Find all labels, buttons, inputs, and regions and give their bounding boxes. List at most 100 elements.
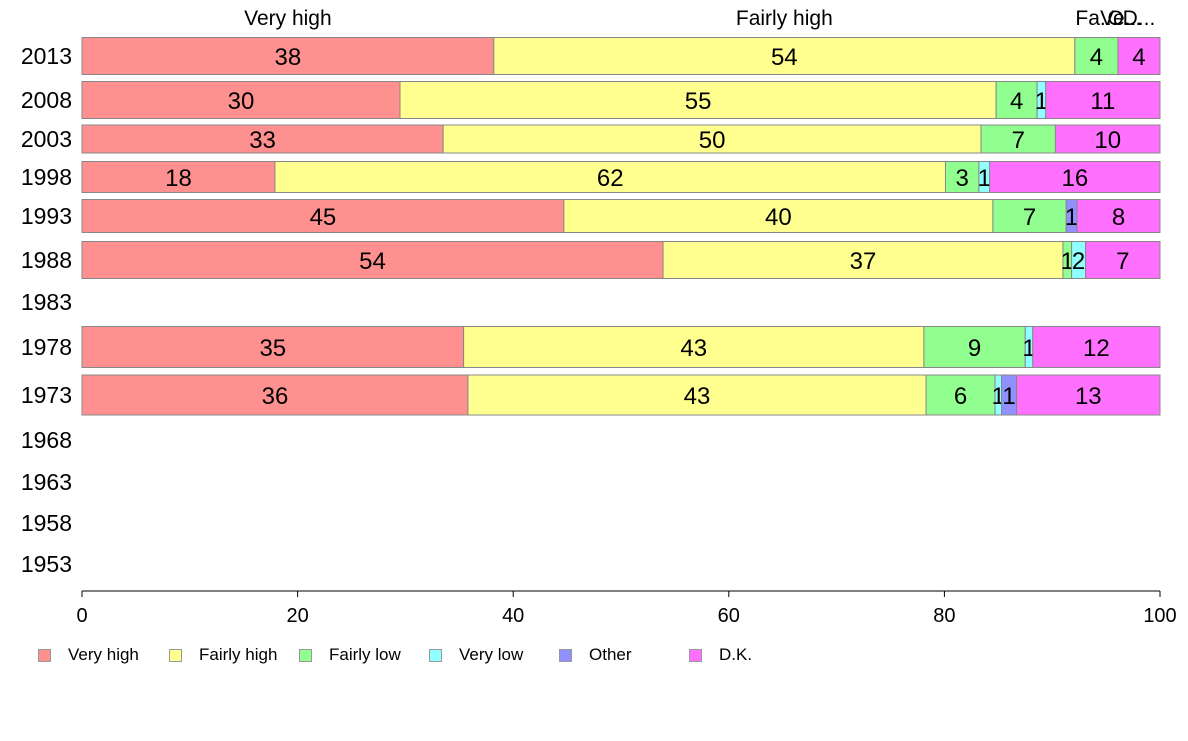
data-label: 1 — [978, 165, 991, 192]
data-label: 55 — [685, 88, 712, 115]
bar-segment — [81, 124, 444, 154]
series-top-label: Very high — [244, 7, 332, 30]
legend-label: Very low — [459, 645, 524, 664]
legend-swatch — [169, 648, 182, 662]
bar-segment — [81, 374, 469, 416]
bar-segment — [1045, 81, 1161, 119]
legend-label: Very high — [68, 645, 139, 664]
legend-item: Other — [559, 644, 632, 666]
year-label: 1998 — [21, 164, 72, 190]
bar-segment — [563, 199, 994, 233]
x-tick-label: 20 — [286, 605, 308, 627]
bar-segment — [81, 161, 276, 193]
data-label: 38 — [275, 44, 302, 71]
x-tick-label: 100 — [1143, 605, 1176, 627]
bar-segment — [980, 124, 1056, 154]
data-label: 4 — [1132, 44, 1145, 71]
bar-segment — [923, 326, 1026, 368]
data-label: 13 — [1075, 383, 1102, 410]
bar-segment — [463, 326, 925, 368]
bar-segment — [1016, 374, 1161, 416]
year-label: 2008 — [21, 87, 72, 113]
year-label: 1978 — [21, 334, 72, 360]
data-label: 8 — [1112, 204, 1125, 231]
year-label: 1963 — [21, 469, 72, 495]
data-label: 3 — [956, 165, 969, 192]
bar-segment — [995, 81, 1038, 119]
series-top-label: Fairly high — [736, 7, 833, 30]
bar-segment — [1074, 37, 1119, 75]
year-label: 1968 — [21, 427, 72, 453]
x-tick-label: 0 — [76, 605, 87, 627]
data-label: 50 — [699, 127, 726, 154]
legend-swatch — [299, 648, 312, 662]
data-label: 2 — [1072, 248, 1085, 275]
data-label: 30 — [228, 88, 255, 115]
data-label: 62 — [597, 165, 624, 192]
data-label: 6 — [954, 383, 967, 410]
data-label: 36 — [262, 383, 289, 410]
year-label: 1973 — [21, 382, 72, 408]
legend-item: Fairly low — [299, 644, 401, 666]
data-label: 16 — [1061, 165, 1088, 192]
data-label: 43 — [684, 383, 711, 410]
bar-segment — [989, 161, 1161, 193]
data-label: 40 — [765, 204, 792, 231]
legend-item: D.K. — [689, 644, 752, 666]
bar-segment — [1032, 326, 1161, 368]
year-label: 2003 — [21, 126, 72, 152]
data-label: 1 — [1035, 88, 1048, 115]
data-label: 33 — [249, 127, 276, 154]
year-label: 1983 — [21, 289, 72, 315]
bar-segment — [399, 81, 997, 119]
bar-segment — [1054, 124, 1161, 154]
data-label: 1 — [1002, 383, 1015, 410]
legend-label: Other — [589, 645, 632, 664]
data-label: 4 — [1010, 88, 1023, 115]
year-label: 1953 — [21, 551, 72, 577]
data-label: 1 — [1061, 248, 1074, 275]
bar-segment — [493, 37, 1076, 75]
legend-label: Fairly low — [329, 645, 401, 664]
legend-swatch — [689, 648, 702, 662]
year-label: 2013 — [21, 43, 72, 69]
legend: Very high Fairly high Fairly low Very low Ot… — [38, 644, 1158, 666]
bar-segment — [81, 241, 664, 279]
legend-item: Fairly high — [169, 644, 277, 666]
bar-segment — [81, 326, 465, 368]
legend-item: Very low — [429, 644, 523, 666]
data-label: 18 — [165, 165, 192, 192]
bar-segment — [81, 81, 401, 119]
series-top-label: Ve... — [1100, 7, 1142, 30]
legend-label: D.K. — [719, 645, 753, 664]
bar-segment — [925, 374, 996, 416]
legend-swatch — [559, 648, 572, 662]
series-top-label: Fa... — [1075, 7, 1117, 30]
year-label: 1958 — [21, 510, 72, 536]
year-label: 1993 — [21, 203, 72, 229]
bar-segment — [992, 199, 1067, 233]
legend-label: Fairly high — [199, 645, 278, 664]
data-label: 35 — [259, 335, 286, 362]
data-label: 7 — [1116, 248, 1129, 275]
data-label: 1 — [1065, 204, 1078, 231]
bar-segment — [81, 199, 565, 233]
legend-swatch — [429, 648, 442, 662]
data-label: 7 — [1012, 127, 1025, 154]
bar-segment — [1076, 199, 1161, 233]
data-label: 11 — [1090, 88, 1115, 115]
x-tick-label: 60 — [718, 605, 740, 627]
bar-segment — [1117, 37, 1161, 75]
series-top-label: O... — [1108, 7, 1142, 30]
data-label: 4 — [1090, 44, 1103, 71]
bar-segment — [1085, 241, 1161, 279]
bar-segment — [944, 161, 980, 193]
year-label: 1988 — [21, 247, 72, 273]
data-label: 45 — [310, 204, 337, 231]
bar-segment — [662, 241, 1064, 279]
data-label: 54 — [771, 44, 798, 71]
data-label: 54 — [359, 248, 386, 275]
x-tick-label: 40 — [502, 605, 524, 627]
bar-segment — [81, 37, 495, 75]
